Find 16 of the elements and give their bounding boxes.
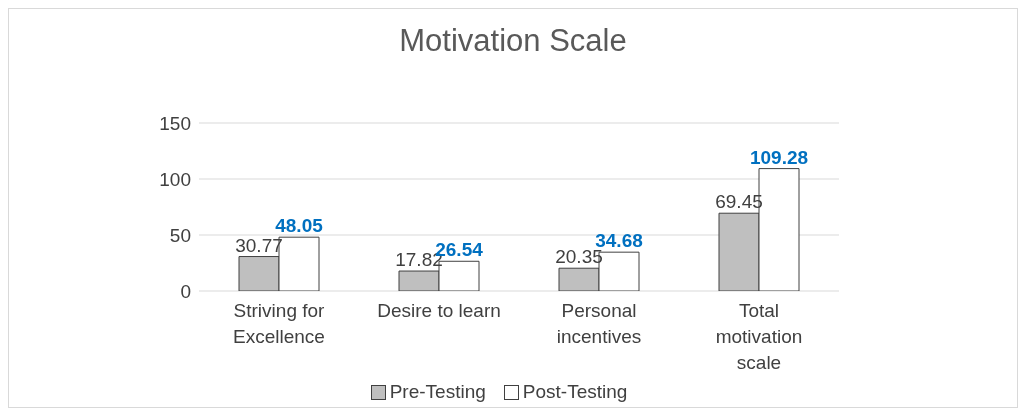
data-label: 20.35: [555, 246, 603, 268]
legend-label: Post-Testing: [521, 381, 628, 403]
y-tick-label: 50: [169, 224, 191, 246]
data-label: 69.45: [715, 191, 763, 213]
data-label: 30.77: [235, 234, 283, 256]
x-tick-label: Total motivation scale: [715, 300, 803, 373]
legend-label: Pre-Testing: [388, 381, 486, 403]
data-label: 48.05: [275, 215, 324, 237]
y-tick-label: 100: [159, 168, 191, 190]
x-tick-label: Striving for Excellence: [233, 300, 326, 347]
chart-title: Motivation Scale: [398, 22, 628, 60]
y-tick-label: 150: [159, 112, 191, 134]
x-tick-label: Personal incentives: [556, 300, 642, 347]
y-tick-label: 0: [180, 280, 191, 302]
data-label: 109.28: [749, 146, 809, 168]
x-tick-label: Desire to learn: [377, 300, 501, 321]
